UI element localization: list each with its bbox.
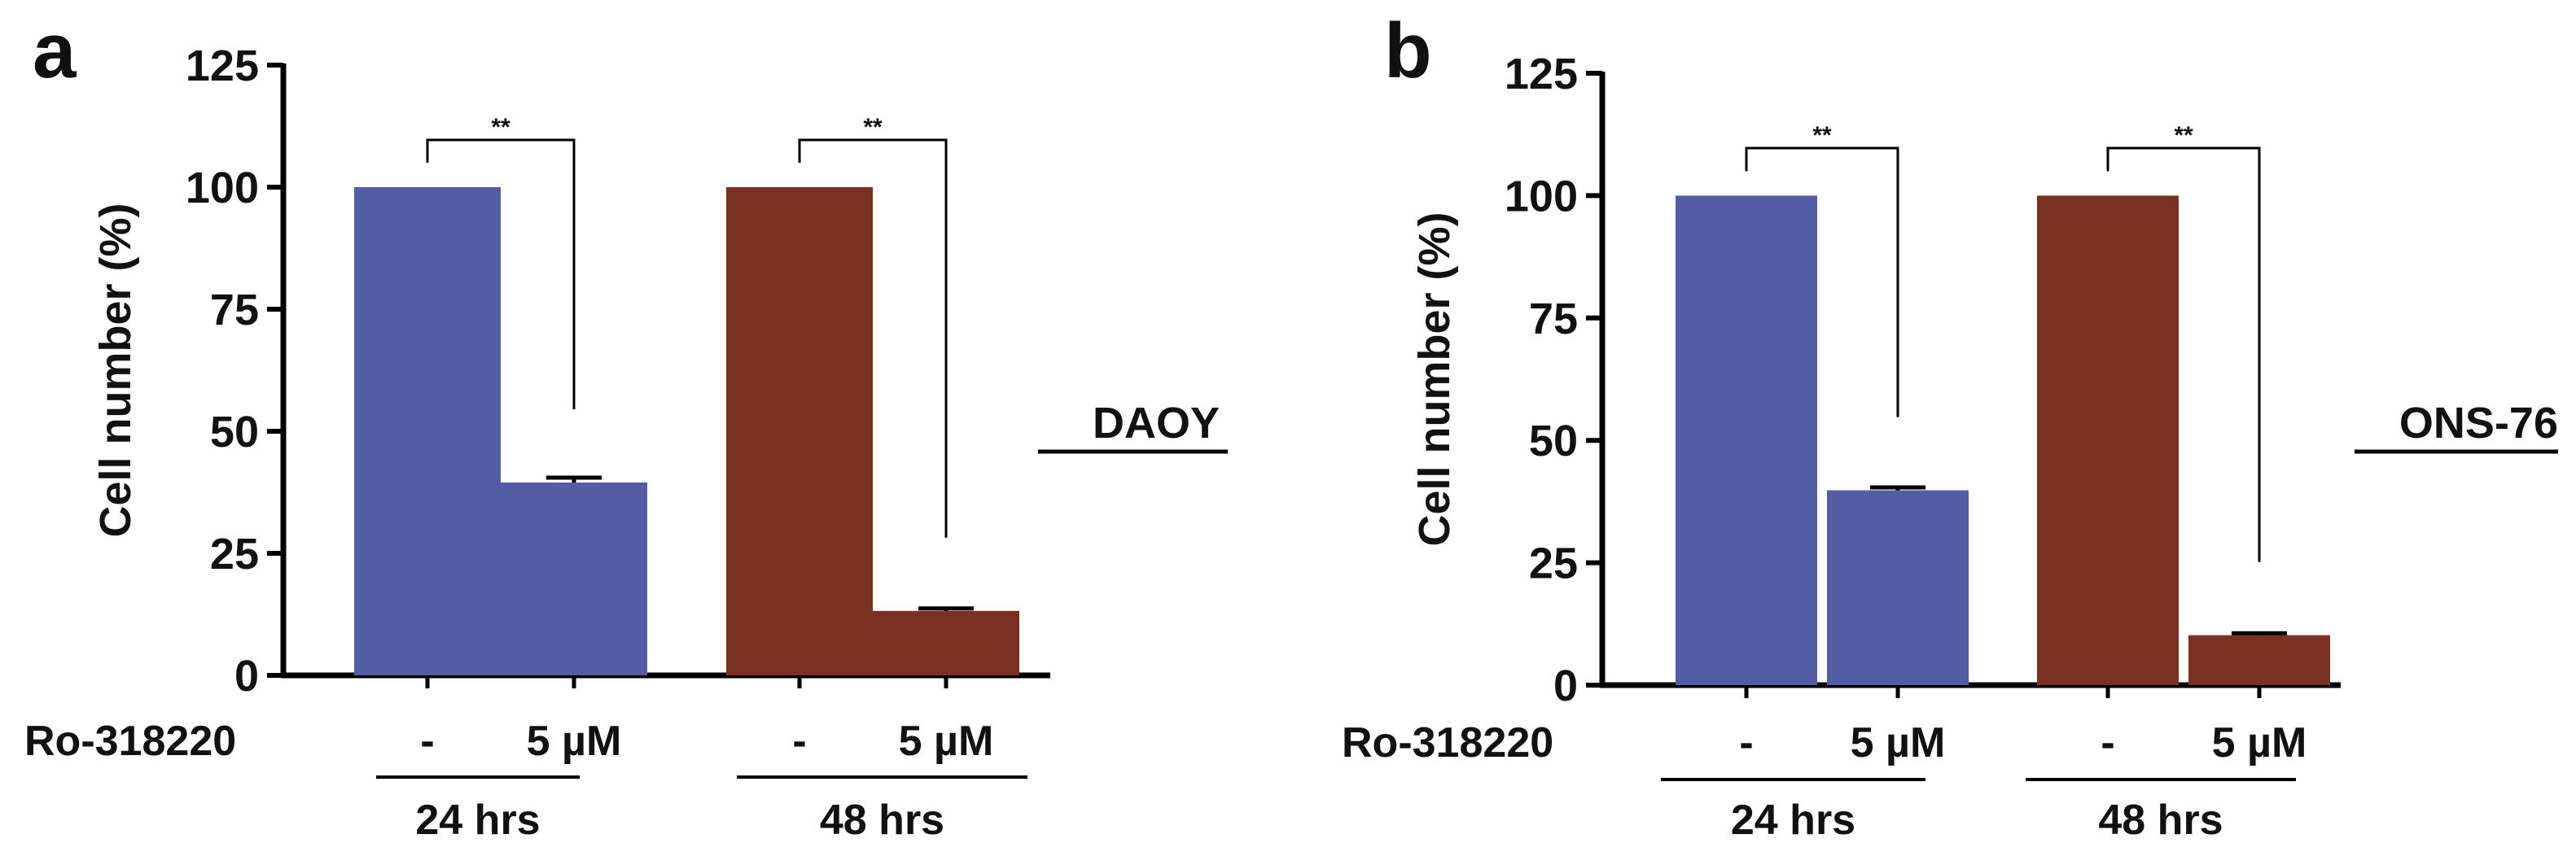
condition-label: 5 µM	[899, 718, 994, 765]
bar-48hrs-control	[726, 187, 873, 675]
y-tick-label: 50	[1529, 417, 1578, 465]
y-tick-label: 0	[1553, 662, 1578, 710]
panel-letter: a	[33, 7, 77, 94]
period-label: 48 hrs	[820, 797, 944, 844]
condition-label: -	[1739, 719, 1753, 766]
condition-label: -	[792, 718, 806, 765]
significance-bracket	[798, 138, 948, 538]
bar-24hrs-control	[354, 187, 501, 675]
treatment-label: Ro-318220	[1342, 719, 1553, 766]
bar-24hrs-treated	[1827, 490, 1969, 685]
y-tick-label: 125	[186, 41, 259, 90]
condition-label: 5 µM	[1851, 719, 1946, 766]
bar-24hrs-treated	[501, 483, 647, 675]
y-tick-label: 75	[210, 286, 259, 334]
cell-line-label: DAOY	[1093, 399, 1220, 448]
condition-label: 5 µM	[2212, 719, 2307, 766]
significance-bracket	[1745, 146, 1899, 417]
condition-label: 5 µM	[527, 718, 622, 765]
significance-label: **	[863, 114, 883, 141]
chart-panel-a: a Cell number (%) 0 25 50 75 100 125 Ro-318220 - 5…	[24, 7, 1228, 844]
condition-label: -	[420, 718, 434, 765]
significance-bracket	[2106, 146, 2261, 562]
y-tick-label: 100	[186, 164, 259, 212]
bar-24hrs-control	[1676, 195, 1817, 685]
y-tick-label: 25	[1529, 539, 1578, 588]
y-tick-label: 100	[1505, 172, 1578, 221]
condition-label: -	[2101, 719, 2114, 766]
bar-48hrs-treated	[2188, 635, 2330, 685]
period-label: 48 hrs	[2098, 797, 2223, 844]
bar-48hrs-treated	[873, 610, 1019, 675]
significance-bracket	[426, 138, 576, 409]
panel-letter: b	[1384, 7, 1432, 94]
y-tick-label: 0	[234, 652, 259, 701]
chart-panel-b: b Cell number (%) 0 25 50 75 100 125 Ro-318220 - 5…	[1342, 7, 2558, 844]
cell-line-label: ONS-76	[2399, 399, 2558, 448]
y-tick-label: 50	[210, 408, 259, 456]
y-tick-label: 25	[210, 530, 259, 579]
y-axis-label: Cell number (%)	[1410, 212, 1459, 546]
bar-48hrs-control	[2037, 195, 2179, 685]
significance-label: **	[1812, 122, 1832, 149]
significance-label: **	[2174, 122, 2193, 149]
period-label: 24 hrs	[415, 797, 540, 844]
period-label: 24 hrs	[1731, 797, 1855, 844]
treatment-label: Ro-318220	[24, 718, 236, 765]
y-axis-label: Cell number (%)	[91, 203, 140, 537]
y-tick-label: 75	[1529, 295, 1578, 343]
significance-label: **	[491, 114, 510, 141]
y-tick-label: 125	[1505, 50, 1578, 98]
